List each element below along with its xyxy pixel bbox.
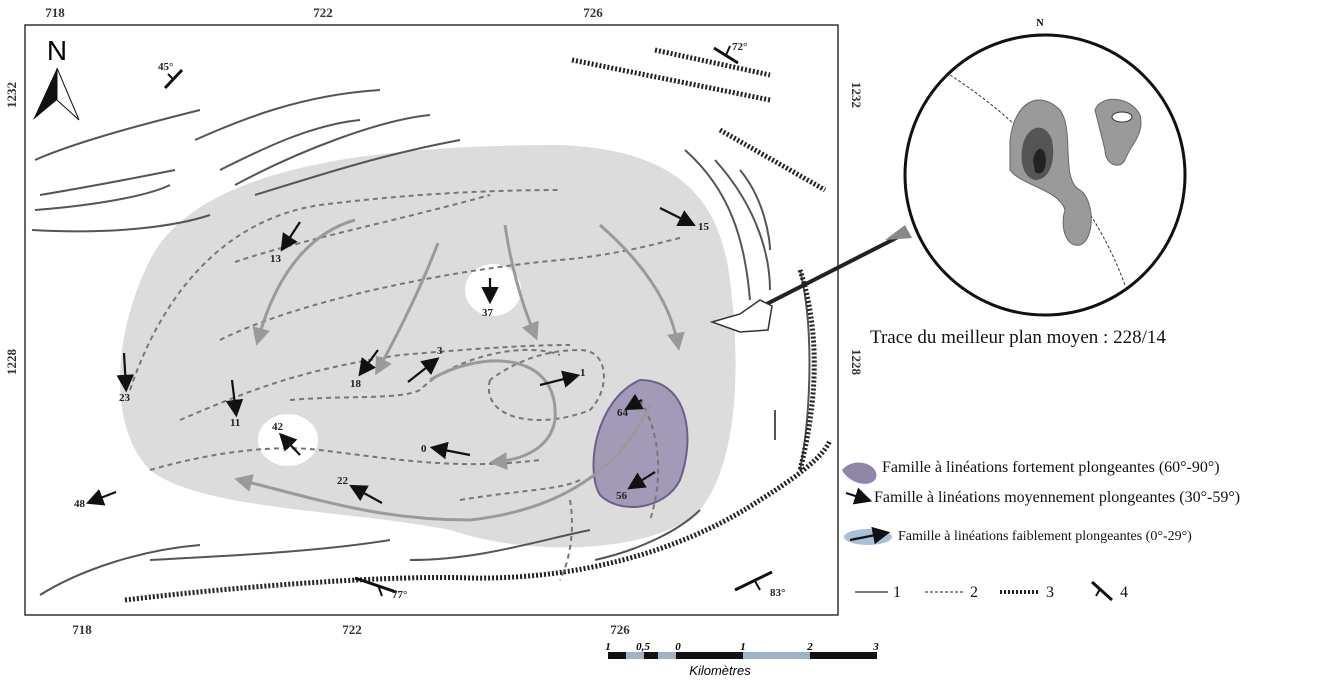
lineation-label: 56: [616, 490, 628, 502]
lineation-label: 42: [272, 421, 284, 433]
legend-label: Famille à linéations faiblement plongean…: [898, 529, 1192, 544]
legend-label: 1: [893, 584, 901, 601]
dip-label: 83°: [770, 587, 785, 599]
legend: Famille à linéations fortement plongeant…: [842, 459, 1240, 601]
lineation-label: 13: [270, 253, 282, 265]
coord-label: 722: [342, 622, 362, 637]
north-arrow: N: [26, 26, 84, 158]
lineation-label: 0: [421, 443, 427, 455]
lineation-label: 22: [337, 475, 349, 487]
legend-label: 3: [1046, 584, 1054, 601]
scale-bar: 1 0,5 0 1 2 3 Kilomètres: [605, 641, 879, 678]
coord-label: 1232: [849, 82, 864, 108]
legend-label: 2: [970, 584, 978, 601]
coord-label: 1232: [4, 82, 19, 108]
dip-label: 72°: [732, 41, 747, 53]
legend-label: Famille à linéations fortement plongeant…: [882, 459, 1220, 476]
white-spot: [258, 414, 318, 466]
coord-label: 722: [313, 5, 333, 20]
scale-label: 2: [806, 641, 813, 653]
geologic-map: 718 722 726 718 722 726 1232 1228 1232 1…: [0, 0, 1324, 681]
lineation-label: 15: [698, 221, 710, 233]
coord-label: 718: [45, 5, 65, 20]
lineation-label: 37: [482, 307, 494, 319]
coord-label: 718: [72, 622, 92, 637]
stereonet-caption: Trace du meilleur plan moyen : 228/14: [870, 327, 1166, 348]
coord-label: 726: [610, 622, 630, 637]
scale-label: 0,5: [636, 641, 650, 653]
lineation-label: 18: [350, 378, 362, 390]
stereonet-north: N: [1036, 18, 1044, 29]
scale-label: 1: [605, 641, 611, 653]
coord-label: 1228: [4, 349, 19, 376]
legend-label: Famille à linéations moyennement plongea…: [874, 489, 1240, 506]
legend-label: 4: [1120, 584, 1128, 601]
lineation-label: 3: [437, 345, 443, 357]
lineation-label: 48: [74, 498, 86, 510]
dip-label: 77°: [392, 589, 407, 601]
lineation-label: 64: [617, 407, 629, 419]
north-label: N: [47, 35, 67, 66]
stereonet: N: [905, 18, 1185, 315]
lineation-label: 23: [119, 392, 131, 404]
scale-label: 1: [740, 641, 746, 653]
scale-unit: Kilomètres: [689, 663, 751, 678]
scale-label: 0: [675, 641, 681, 653]
lineation-label: 1: [580, 367, 586, 379]
dip-label: 45°: [158, 61, 173, 73]
coord-label: 726: [583, 5, 603, 20]
scale-label: 3: [872, 641, 879, 653]
lineation-label: 11: [230, 417, 240, 429]
coord-label: 1228: [849, 349, 864, 376]
